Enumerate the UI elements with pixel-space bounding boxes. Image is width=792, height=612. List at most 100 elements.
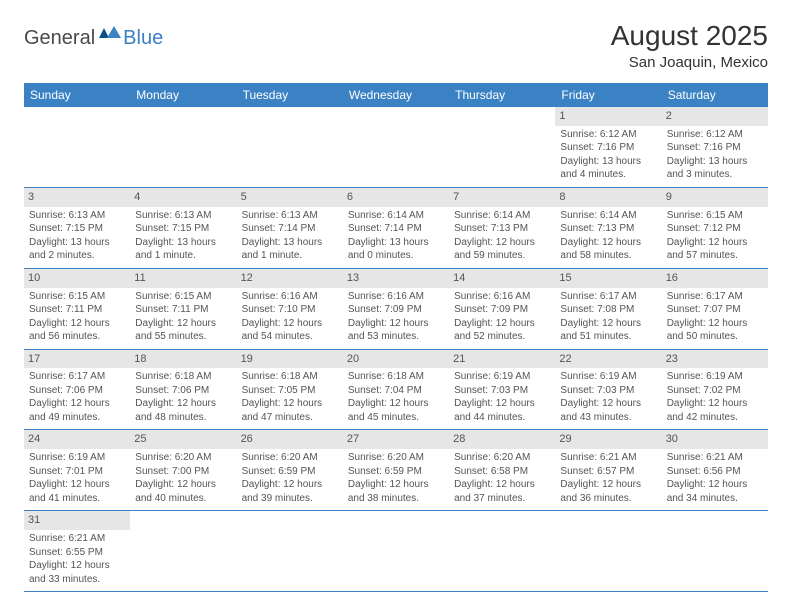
logo: General Blue xyxy=(24,26,163,51)
empty-cell xyxy=(343,107,449,187)
sunrise-line: Sunrise: 6:17 AM xyxy=(559,290,657,304)
sunset-line: Sunset: 7:16 PM xyxy=(559,141,657,155)
daylight-line: Daylight: 12 hours and 41 minutes. xyxy=(28,478,126,505)
sunset-line: Sunset: 7:11 PM xyxy=(28,303,126,317)
day-cell: 23Sunrise: 6:19 AMSunset: 7:02 PMDayligh… xyxy=(662,349,768,430)
empty-cell xyxy=(449,107,555,187)
empty-cell xyxy=(555,511,661,592)
empty-cell xyxy=(130,511,236,592)
sunrise-line: Sunrise: 6:18 AM xyxy=(241,370,339,384)
weekday-header: Saturday xyxy=(662,83,768,107)
empty-cell xyxy=(662,511,768,592)
sunrise-line: Sunrise: 6:20 AM xyxy=(453,451,551,465)
sunset-line: Sunset: 7:14 PM xyxy=(347,222,445,236)
day-cell: 15Sunrise: 6:17 AMSunset: 7:08 PMDayligh… xyxy=(555,268,661,349)
sunset-line: Sunset: 6:58 PM xyxy=(453,465,551,479)
sunset-line: Sunset: 7:07 PM xyxy=(666,303,764,317)
day-cell: 25Sunrise: 6:20 AMSunset: 7:00 PMDayligh… xyxy=(130,430,236,511)
day-cell: 13Sunrise: 6:16 AMSunset: 7:09 PMDayligh… xyxy=(343,268,449,349)
calendar-row: 31Sunrise: 6:21 AMSunset: 6:55 PMDayligh… xyxy=(24,511,768,592)
day-number: 23 xyxy=(662,350,768,369)
day-cell: 5Sunrise: 6:13 AMSunset: 7:14 PMDaylight… xyxy=(237,187,343,268)
calendar-row: 17Sunrise: 6:17 AMSunset: 7:06 PMDayligh… xyxy=(24,349,768,430)
day-cell: 7Sunrise: 6:14 AMSunset: 7:13 PMDaylight… xyxy=(449,187,555,268)
day-number: 3 xyxy=(24,188,130,207)
sunset-line: Sunset: 7:10 PM xyxy=(241,303,339,317)
day-cell: 27Sunrise: 6:20 AMSunset: 6:59 PMDayligh… xyxy=(343,430,449,511)
weekday-header: Sunday xyxy=(24,83,130,107)
sunrise-line: Sunrise: 6:20 AM xyxy=(241,451,339,465)
day-number: 17 xyxy=(24,350,130,369)
day-number: 24 xyxy=(24,430,130,449)
day-cell: 10Sunrise: 6:15 AMSunset: 7:11 PMDayligh… xyxy=(24,268,130,349)
sunset-line: Sunset: 7:16 PM xyxy=(666,141,764,155)
day-cell: 17Sunrise: 6:17 AMSunset: 7:06 PMDayligh… xyxy=(24,349,130,430)
daylight-line: Daylight: 12 hours and 53 minutes. xyxy=(347,317,445,344)
sunrise-line: Sunrise: 6:12 AM xyxy=(559,128,657,142)
weekday-header: Wednesday xyxy=(343,83,449,107)
calendar-row: 1Sunrise: 6:12 AMSunset: 7:16 PMDaylight… xyxy=(24,107,768,187)
sunset-line: Sunset: 6:56 PM xyxy=(666,465,764,479)
daylight-line: Daylight: 12 hours and 51 minutes. xyxy=(559,317,657,344)
sunset-line: Sunset: 7:15 PM xyxy=(28,222,126,236)
day-number: 8 xyxy=(555,188,661,207)
day-cell: 21Sunrise: 6:19 AMSunset: 7:03 PMDayligh… xyxy=(449,349,555,430)
daylight-line: Daylight: 13 hours and 1 minute. xyxy=(134,236,232,263)
sunset-line: Sunset: 7:09 PM xyxy=(347,303,445,317)
day-number: 7 xyxy=(449,188,555,207)
weekday-header: Friday xyxy=(555,83,661,107)
day-cell: 20Sunrise: 6:18 AMSunset: 7:04 PMDayligh… xyxy=(343,349,449,430)
sunrise-line: Sunrise: 6:21 AM xyxy=(28,532,126,546)
day-number: 2 xyxy=(662,107,768,126)
calendar-body: 1Sunrise: 6:12 AMSunset: 7:16 PMDaylight… xyxy=(24,107,768,592)
daylight-line: Daylight: 12 hours and 55 minutes. xyxy=(134,317,232,344)
daylight-line: Daylight: 12 hours and 48 minutes. xyxy=(134,397,232,424)
sunset-line: Sunset: 7:00 PM xyxy=(134,465,232,479)
day-cell: 9Sunrise: 6:15 AMSunset: 7:12 PMDaylight… xyxy=(662,187,768,268)
sunrise-line: Sunrise: 6:17 AM xyxy=(28,370,126,384)
sunrise-line: Sunrise: 6:18 AM xyxy=(347,370,445,384)
sunrise-line: Sunrise: 6:14 AM xyxy=(559,209,657,223)
day-number: 27 xyxy=(343,430,449,449)
month-title: August 2025 xyxy=(611,20,768,52)
day-number: 15 xyxy=(555,269,661,288)
day-cell: 19Sunrise: 6:18 AMSunset: 7:05 PMDayligh… xyxy=(237,349,343,430)
daylight-line: Daylight: 12 hours and 44 minutes. xyxy=(453,397,551,424)
calendar-table: SundayMondayTuesdayWednesdayThursdayFrid… xyxy=(24,83,768,592)
daylight-line: Daylight: 12 hours and 49 minutes. xyxy=(28,397,126,424)
sunrise-line: Sunrise: 6:13 AM xyxy=(28,209,126,223)
sunrise-line: Sunrise: 6:16 AM xyxy=(453,290,551,304)
sunset-line: Sunset: 7:12 PM xyxy=(666,222,764,236)
day-cell: 26Sunrise: 6:20 AMSunset: 6:59 PMDayligh… xyxy=(237,430,343,511)
day-number: 10 xyxy=(24,269,130,288)
sunrise-line: Sunrise: 6:15 AM xyxy=(28,290,126,304)
sunrise-line: Sunrise: 6:20 AM xyxy=(347,451,445,465)
day-cell: 2Sunrise: 6:12 AMSunset: 7:16 PMDaylight… xyxy=(662,107,768,187)
day-number: 6 xyxy=(343,188,449,207)
day-cell: 14Sunrise: 6:16 AMSunset: 7:09 PMDayligh… xyxy=(449,268,555,349)
day-cell: 4Sunrise: 6:13 AMSunset: 7:15 PMDaylight… xyxy=(130,187,236,268)
location: San Joaquin, Mexico xyxy=(611,54,768,71)
day-cell: 1Sunrise: 6:12 AMSunset: 7:16 PMDaylight… xyxy=(555,107,661,187)
daylight-line: Daylight: 12 hours and 42 minutes. xyxy=(666,397,764,424)
day-cell: 11Sunrise: 6:15 AMSunset: 7:11 PMDayligh… xyxy=(130,268,236,349)
day-cell: 8Sunrise: 6:14 AMSunset: 7:13 PMDaylight… xyxy=(555,187,661,268)
sunrise-line: Sunrise: 6:21 AM xyxy=(666,451,764,465)
sunrise-line: Sunrise: 6:16 AM xyxy=(241,290,339,304)
sunrise-line: Sunrise: 6:19 AM xyxy=(559,370,657,384)
calendar-head: SundayMondayTuesdayWednesdayThursdayFrid… xyxy=(24,83,768,107)
day-number: 31 xyxy=(24,511,130,530)
day-number: 12 xyxy=(237,269,343,288)
day-cell: 3Sunrise: 6:13 AMSunset: 7:15 PMDaylight… xyxy=(24,187,130,268)
calendar-row: 3Sunrise: 6:13 AMSunset: 7:15 PMDaylight… xyxy=(24,187,768,268)
sunset-line: Sunset: 6:55 PM xyxy=(28,546,126,560)
sunrise-line: Sunrise: 6:19 AM xyxy=(453,370,551,384)
calendar-row: 24Sunrise: 6:19 AMSunset: 7:01 PMDayligh… xyxy=(24,430,768,511)
empty-cell xyxy=(24,107,130,187)
day-number: 28 xyxy=(449,430,555,449)
sunset-line: Sunset: 7:13 PM xyxy=(453,222,551,236)
daylight-line: Daylight: 12 hours and 37 minutes. xyxy=(453,478,551,505)
sunset-line: Sunset: 7:04 PM xyxy=(347,384,445,398)
sunrise-line: Sunrise: 6:13 AM xyxy=(134,209,232,223)
sunrise-line: Sunrise: 6:21 AM xyxy=(559,451,657,465)
